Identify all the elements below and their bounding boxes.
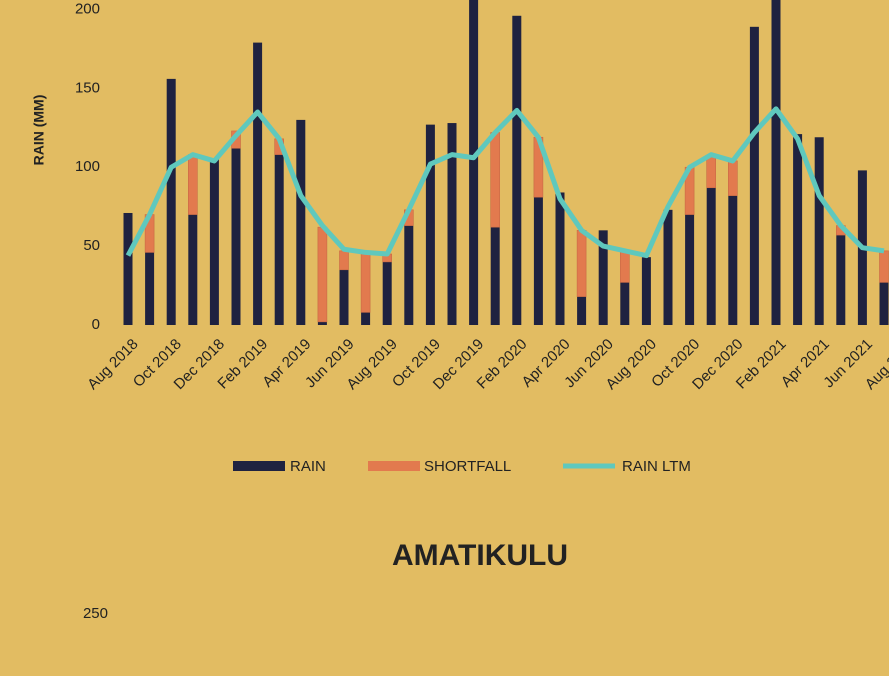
y-tick-label: 100	[75, 158, 100, 175]
bar-segment	[619, 250, 630, 283]
bar-segment	[663, 209, 673, 325]
bar-segment	[879, 282, 889, 325]
bar-segment	[317, 226, 328, 323]
bar-segment	[555, 192, 565, 325]
bar-segment	[231, 148, 241, 325]
bar-segment	[728, 195, 738, 325]
y-tick-label: 0	[92, 316, 100, 333]
bar-segment	[166, 78, 176, 326]
bar-segment	[382, 261, 392, 325]
legend-label: SHORTFALL	[424, 458, 511, 475]
bar-segment	[836, 235, 846, 325]
bar-segment	[361, 312, 371, 325]
y-tick-label: 200	[75, 0, 100, 17]
bar-segment	[771, 0, 781, 325]
bar-segment	[706, 187, 716, 325]
bar-segment	[879, 250, 889, 283]
bar-segment	[706, 155, 717, 189]
bar-segment	[404, 225, 414, 325]
bar-segment	[447, 123, 457, 325]
bar-segment	[512, 15, 522, 325]
bar-segment	[317, 321, 327, 325]
bar-segment	[749, 26, 759, 326]
bar-segment	[727, 160, 738, 196]
bar-segment	[576, 230, 587, 297]
bar-segment	[274, 154, 284, 325]
bar-segment	[188, 154, 198, 215]
line	[125, 106, 885, 259]
bar-segment	[209, 159, 219, 325]
bar-segment	[296, 119, 306, 325]
bar-segment	[598, 230, 608, 325]
y-tick-label: 250	[83, 605, 108, 622]
bar-segment	[685, 214, 695, 325]
bar-segment	[490, 132, 501, 228]
bar-segment	[577, 296, 587, 325]
bar-segment	[145, 252, 155, 325]
bar-segment	[490, 227, 500, 325]
y-tick-label: 150	[75, 79, 100, 96]
bar-segment	[793, 134, 803, 325]
bar-segment	[360, 252, 371, 313]
legend-swatch	[233, 461, 285, 471]
y-axis-label: RAIN (MM)	[31, 95, 47, 166]
bar-segment	[339, 269, 349, 325]
legend-swatch	[368, 461, 420, 471]
bar-segment	[620, 282, 630, 325]
bar-segment	[188, 214, 198, 325]
legend-label: RAIN LTM	[622, 458, 691, 475]
chart-title: AMATIKULU	[392, 539, 568, 572]
bar-segment	[253, 42, 263, 326]
bar-segment	[123, 212, 133, 325]
legend-label: RAIN	[290, 458, 326, 475]
bar-segment	[814, 137, 824, 325]
bar-segment	[425, 124, 435, 325]
bar-segment	[339, 250, 349, 271]
y-tick-label: 50	[83, 237, 100, 254]
bar-segment	[533, 197, 543, 325]
bar-segment	[641, 257, 651, 325]
bar-segment	[469, 0, 479, 325]
